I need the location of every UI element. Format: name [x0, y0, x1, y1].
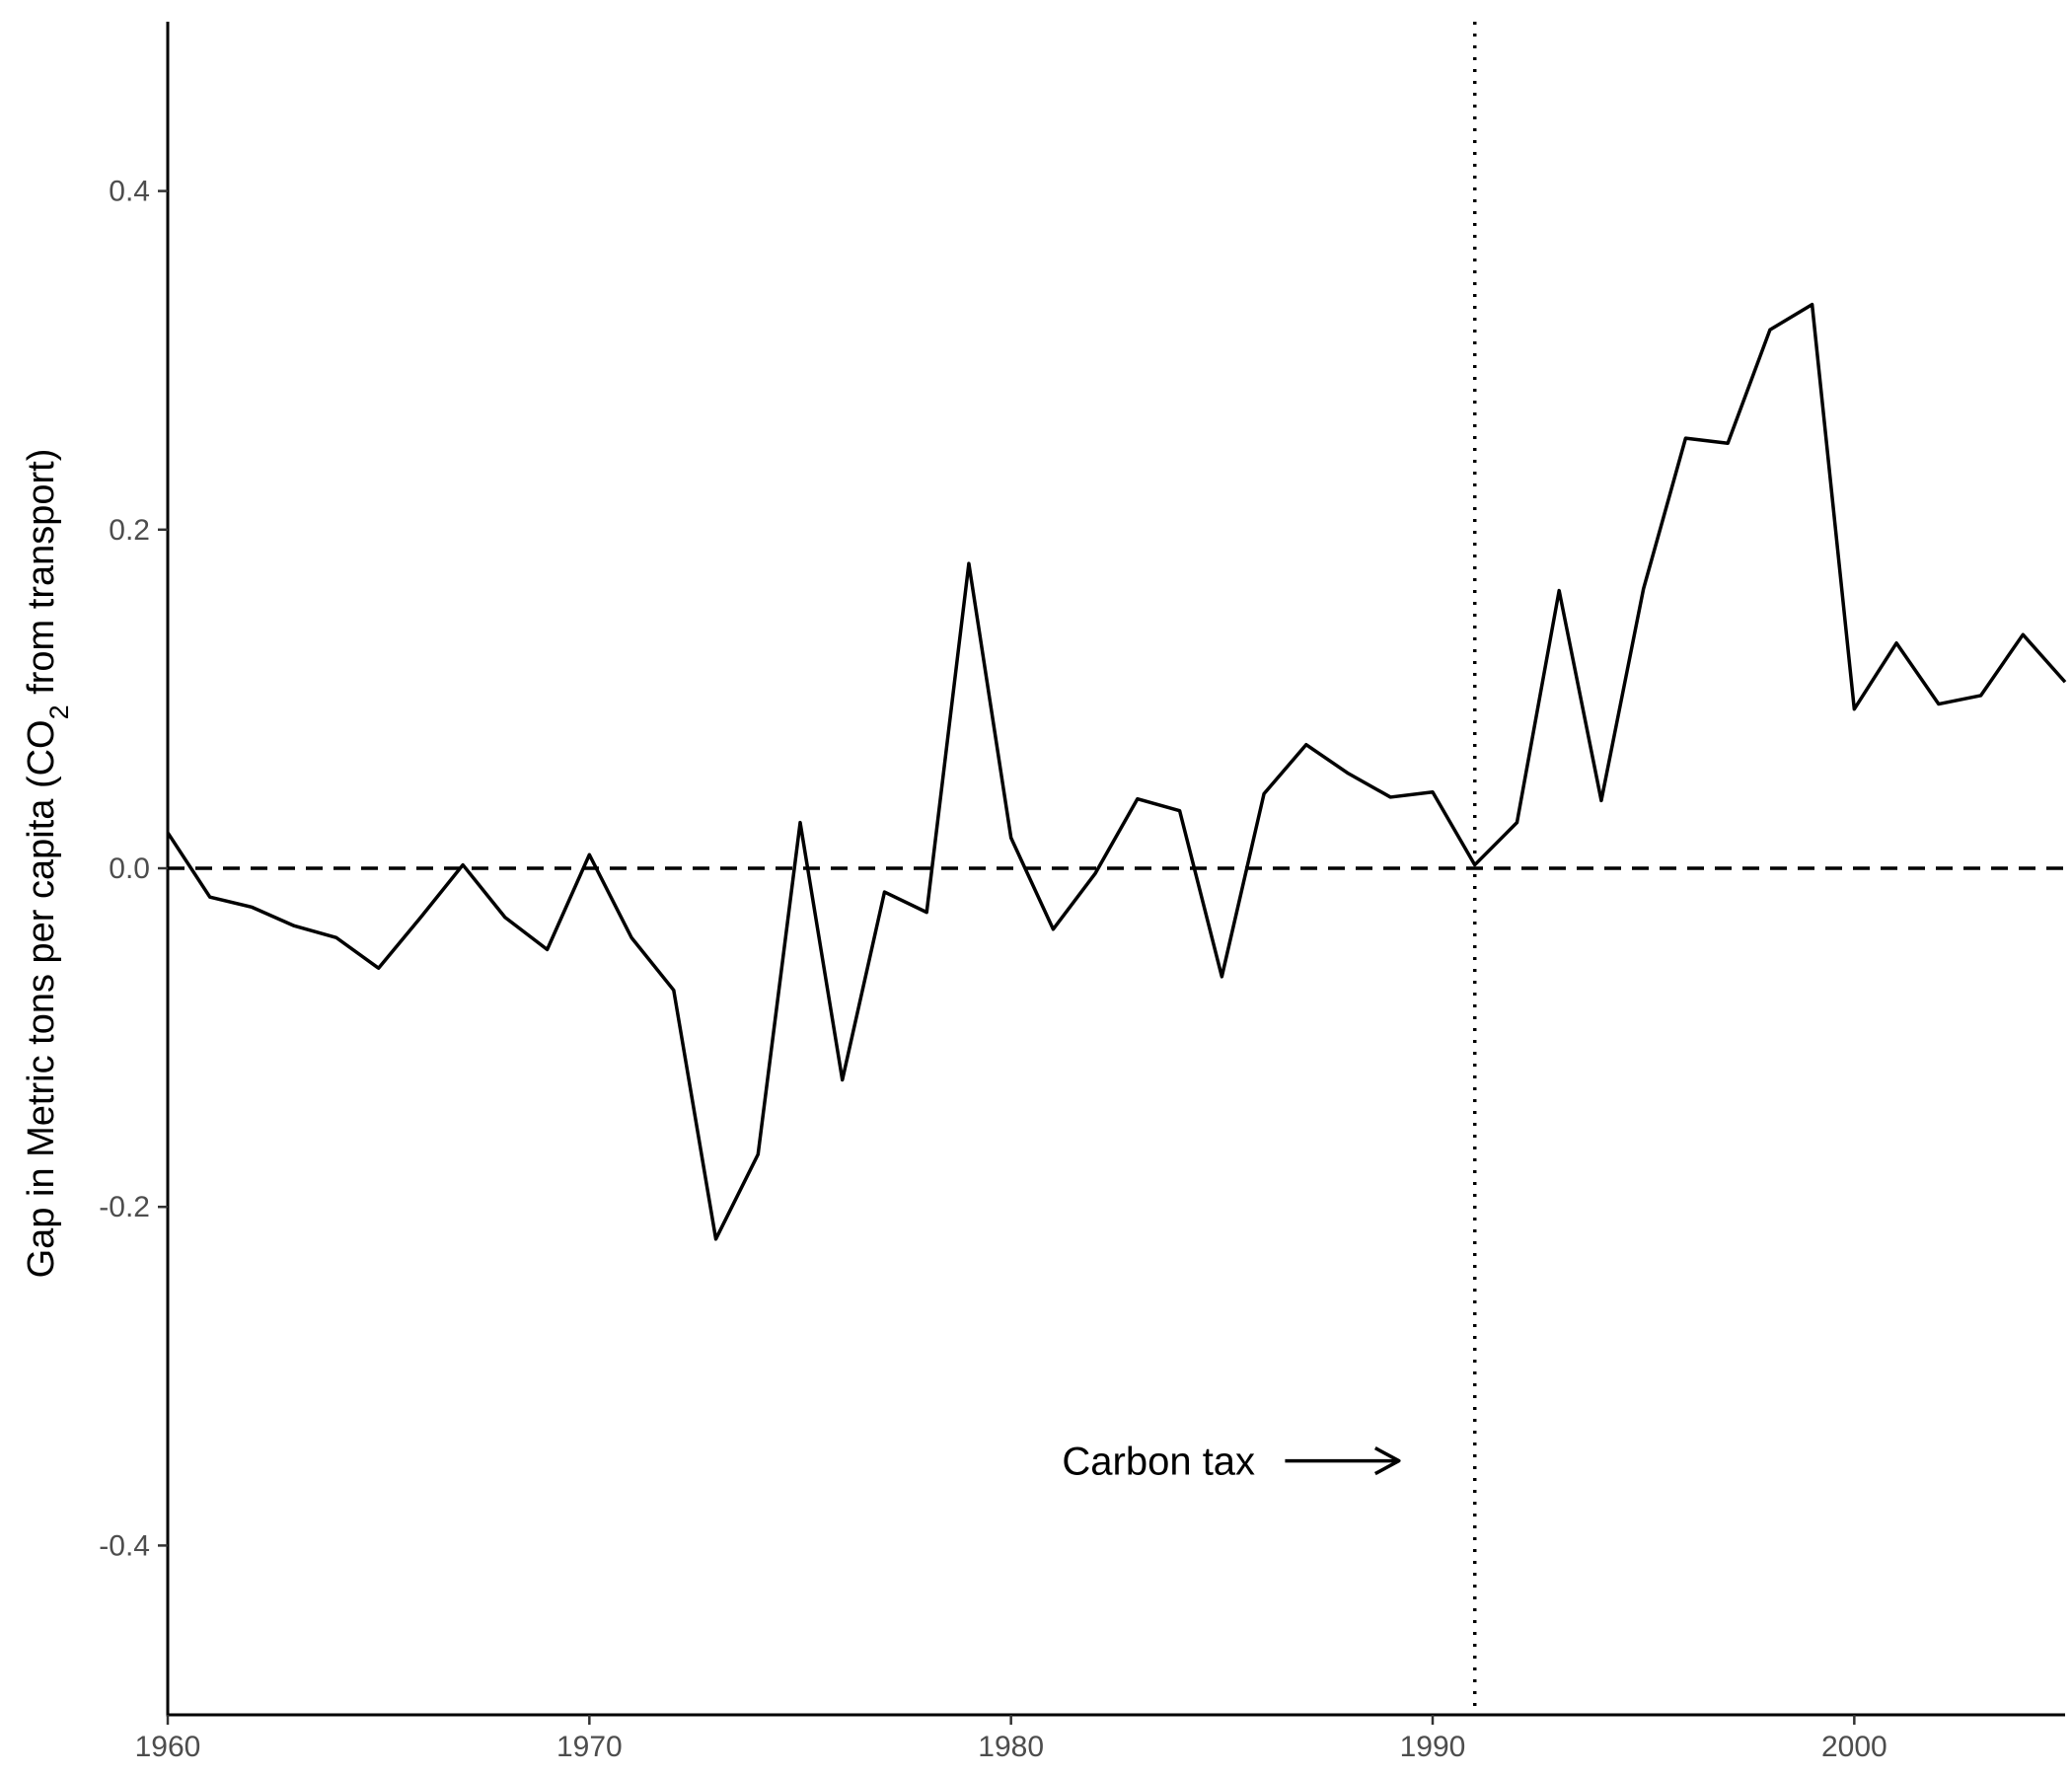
- series-line-0: [166, 302, 2067, 1241]
- x-tick-label: 2000: [1821, 1731, 1887, 1763]
- y-axis-label-prefix: Gap in Metric tons per capita (CO: [21, 719, 62, 1278]
- y-tick-label: 0.4: [109, 176, 150, 208]
- x-tick-label: 1980: [978, 1731, 1044, 1763]
- y-tick-label: 0.0: [109, 852, 150, 885]
- series-group: [166, 302, 2067, 1241]
- annotation-text: Carbon tax: [1062, 1441, 1255, 1484]
- x-tick-label: 1960: [135, 1731, 201, 1763]
- y-tick-label: 0.2: [109, 514, 150, 547]
- arrow-head: [1373, 1446, 1401, 1476]
- y-axis-label: Gap in Metric tons per capita (CO2 from …: [21, 449, 74, 1279]
- annotation-group: Carbon tax: [1062, 1441, 1401, 1484]
- x-tick-label: 1990: [1400, 1731, 1466, 1763]
- reference-lines: [168, 22, 2065, 1715]
- y-tick-label: -0.4: [99, 1529, 150, 1562]
- y-tick-label: -0.2: [99, 1191, 150, 1223]
- x-tick-label: 1970: [556, 1731, 623, 1763]
- tick-group: 1960 1970 1980 1990 2000 -0.4 -0.2 0.0 0.2 0.4: [99, 176, 1887, 1763]
- y-axis-label-suffix: from transport): [21, 449, 62, 705]
- y-axis-label-subscript: 2: [44, 704, 74, 719]
